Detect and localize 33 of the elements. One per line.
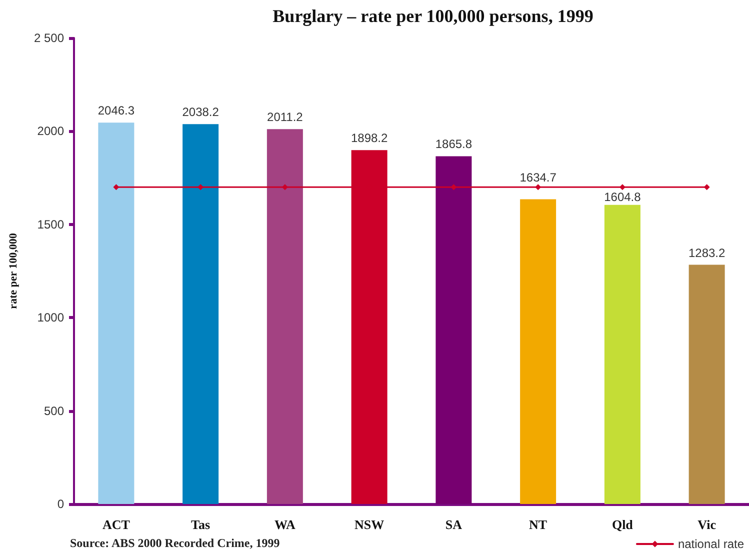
x-tick-label: NT: [529, 517, 548, 532]
bar: [436, 156, 472, 504]
x-tick-label: Qld: [612, 517, 634, 532]
y-tick-label: 1500: [37, 217, 64, 232]
y-axis-title: rate per 100,000: [8, 232, 20, 309]
x-tick-label: ACT: [102, 517, 130, 532]
bar: [688, 264, 725, 504]
data-label: 1604.8: [604, 190, 642, 204]
y-tick-label: 2000: [37, 124, 64, 138]
legend-label: national rate: [678, 537, 744, 551]
y-tick-label: 2 500: [34, 31, 64, 45]
chart-title: Burglary – rate per 100,000 persons, 1999: [272, 6, 594, 26]
x-tick-label: NSW: [354, 517, 384, 532]
data-label: 1865.8: [435, 137, 472, 152]
bar: [182, 124, 219, 504]
x-tick-label: WA: [274, 517, 296, 532]
x-tick-label: Tas: [191, 517, 210, 532]
data-label: 2011.2: [267, 110, 304, 124]
bar: [98, 122, 134, 504]
source-note: Source: ABS 2000 Recorded Crime, 1999: [70, 536, 280, 550]
data-label: 1634.7: [520, 170, 557, 185]
x-tick-label: Vic: [698, 517, 716, 532]
bar: [604, 204, 640, 504]
data-label: 2038.2: [182, 105, 220, 120]
y-tick-label: 0: [57, 497, 64, 511]
y-tick-label: 500: [44, 404, 64, 418]
bar: [520, 199, 556, 504]
x-tick-label: SA: [445, 517, 463, 532]
data-label: 1898.2: [350, 131, 388, 146]
data-label: 1283.2: [688, 246, 726, 260]
data-label: 2046.3: [98, 104, 135, 118]
bar: [266, 129, 303, 504]
y-tick-label: 1000: [37, 310, 64, 325]
